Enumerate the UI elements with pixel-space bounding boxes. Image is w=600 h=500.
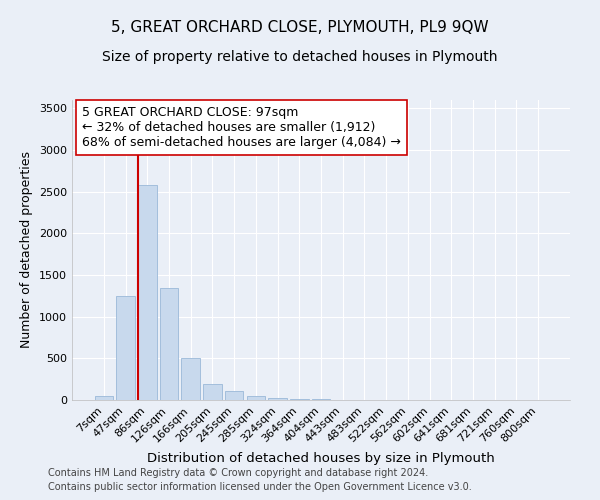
Bar xyxy=(268,398,287,400)
Text: 5, GREAT ORCHARD CLOSE, PLYMOUTH, PL9 9QW: 5, GREAT ORCHARD CLOSE, PLYMOUTH, PL9 9Q… xyxy=(111,20,489,35)
X-axis label: Distribution of detached houses by size in Plymouth: Distribution of detached houses by size … xyxy=(147,452,495,465)
Bar xyxy=(95,396,113,400)
Bar xyxy=(138,185,157,400)
Bar xyxy=(225,391,244,400)
Y-axis label: Number of detached properties: Number of detached properties xyxy=(20,152,34,348)
Bar xyxy=(181,358,200,400)
Text: 5 GREAT ORCHARD CLOSE: 97sqm
← 32% of detached houses are smaller (1,912)
68% of: 5 GREAT ORCHARD CLOSE: 97sqm ← 32% of de… xyxy=(82,106,401,149)
Bar xyxy=(116,296,135,400)
Text: Size of property relative to detached houses in Plymouth: Size of property relative to detached ho… xyxy=(102,50,498,64)
Bar xyxy=(160,288,178,400)
Bar xyxy=(290,399,308,400)
Text: Contains HM Land Registry data © Crown copyright and database right 2024.: Contains HM Land Registry data © Crown c… xyxy=(48,468,428,477)
Text: Contains public sector information licensed under the Open Government Licence v3: Contains public sector information licen… xyxy=(48,482,472,492)
Bar xyxy=(203,384,221,400)
Bar xyxy=(247,396,265,400)
